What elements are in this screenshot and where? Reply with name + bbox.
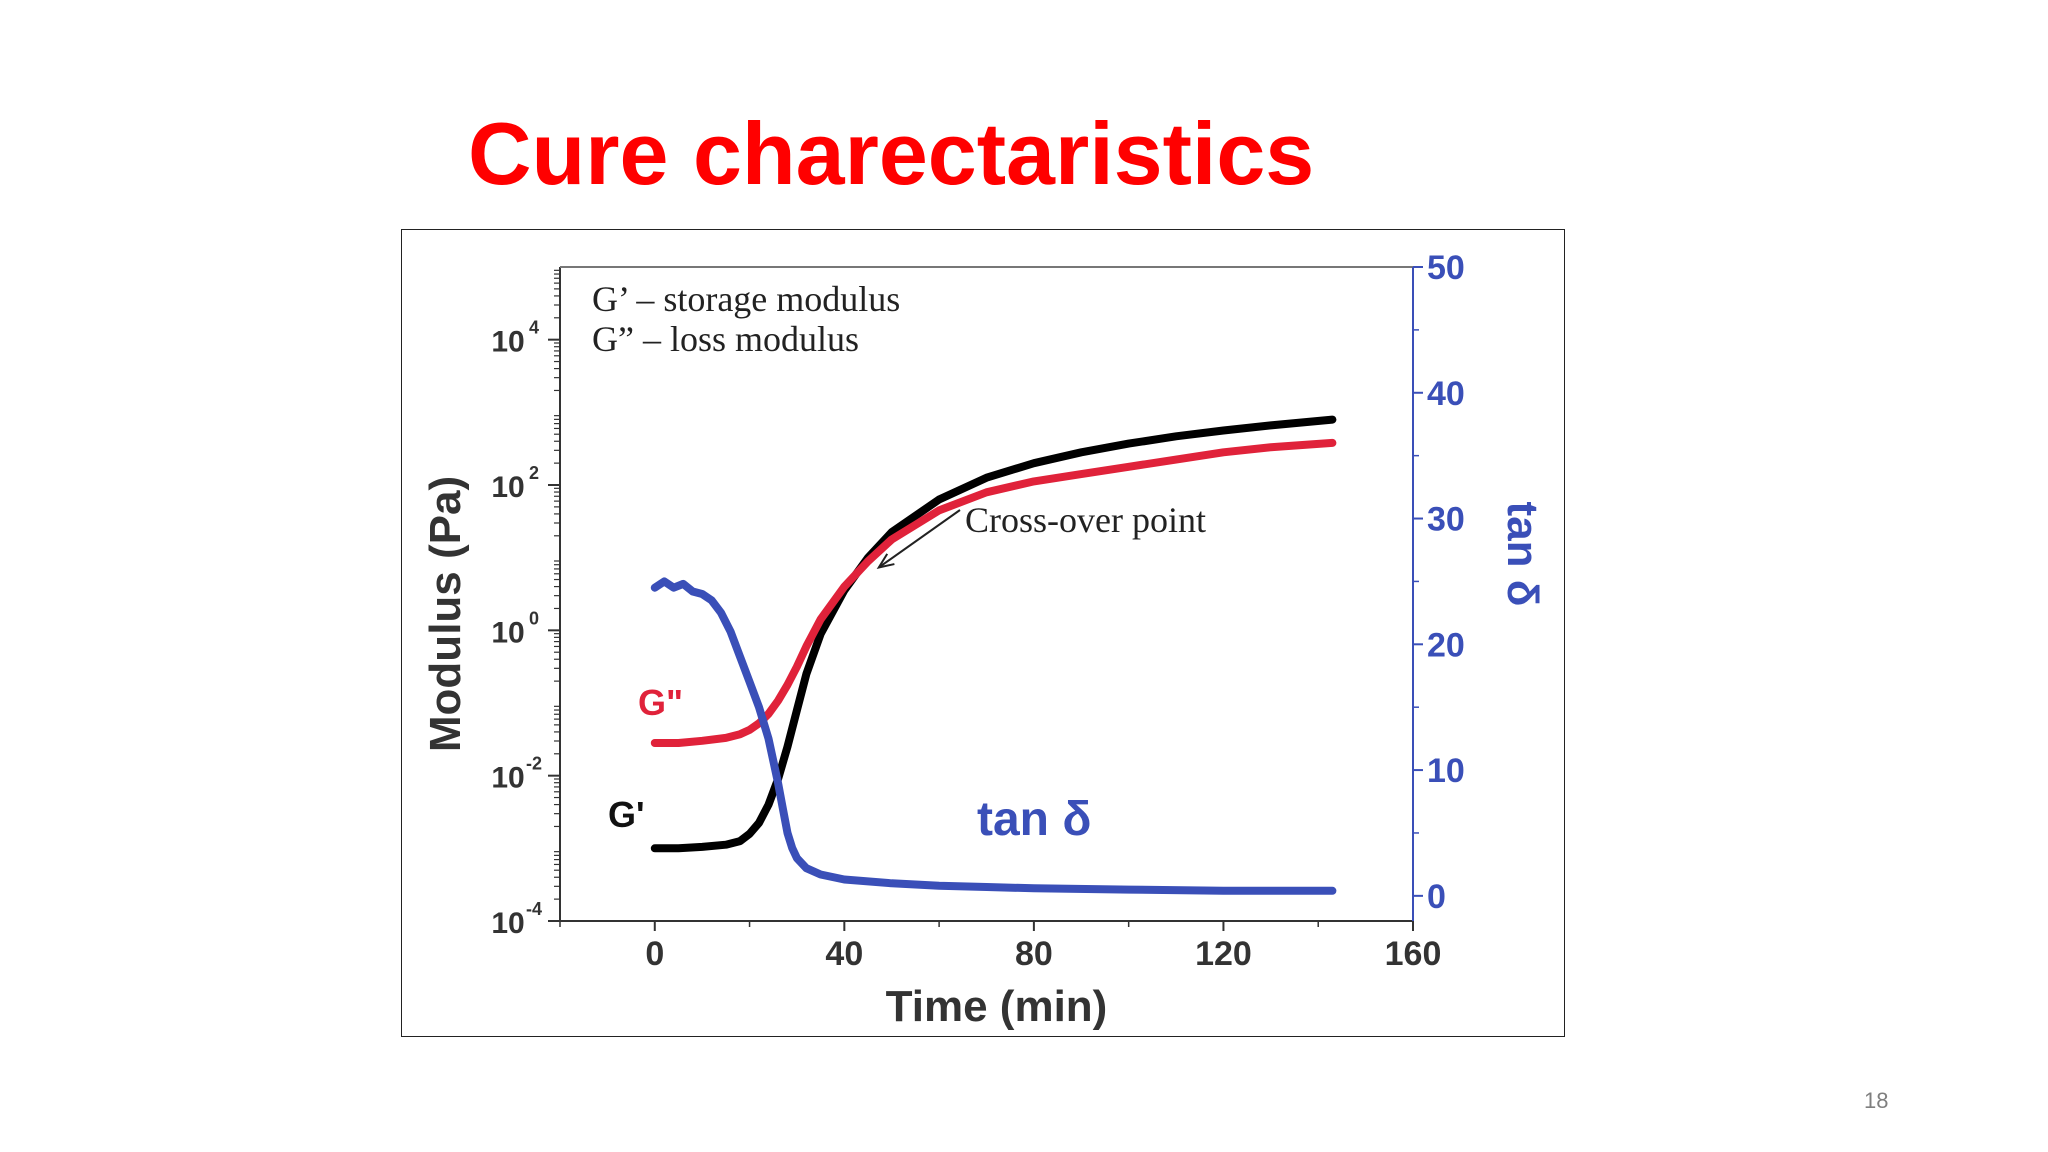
cross-over-arrow-head — [876, 553, 895, 569]
page-number: 18 — [1864, 1088, 1889, 1113]
x-tick-label: 120 — [1195, 935, 1252, 973]
x-tick-label: 40 — [825, 935, 863, 973]
y2-tick-label: 50 — [1427, 249, 1465, 287]
legend-line: G’ – storage modulus — [592, 279, 900, 319]
y2-tick-label: 10 — [1427, 752, 1465, 790]
g-double-prime-label: G" — [638, 682, 683, 723]
axes-layer — [548, 266, 1423, 931]
y-tick-label: 10 — [491, 326, 524, 359]
y-tick-label: 10 — [491, 907, 524, 940]
x-tick-label: 80 — [1015, 935, 1053, 973]
cross-over-annotation: Cross-over point — [965, 500, 1206, 540]
series-tan-delta — [650, 577, 1337, 895]
y-axis-title: Modulus (Pa) — [421, 476, 470, 752]
x-axis-title: Time (min) — [886, 982, 1108, 1031]
y-tick-exponent: 4 — [529, 318, 539, 338]
x-tick-label: 160 — [1385, 935, 1442, 973]
series-layer — [650, 415, 1337, 895]
g-prime-label: G' — [608, 794, 645, 835]
y-tick-label: 10 — [491, 471, 524, 504]
y-tick-exponent: -4 — [526, 899, 542, 919]
y2-tick-label: 20 — [1427, 626, 1465, 664]
y2-tick-label: 40 — [1427, 375, 1465, 413]
y2-tick-label: 0 — [1427, 878, 1446, 916]
cross-over-arrow-line — [878, 509, 961, 569]
chart-frame: 0 40 80 120 160 10 4 10 2 10 0 10 -2 10 -4 50 40 30 20 10 0 T… — [401, 229, 1565, 1037]
y-tick-label: 10 — [491, 616, 524, 649]
tan-delta-label: tan δ — [977, 793, 1091, 846]
series-g-prime — [650, 415, 1337, 853]
y-tick-exponent: 2 — [529, 463, 539, 483]
y2-axis-title: tan δ — [1498, 502, 1547, 607]
y-tick-exponent: -2 — [526, 754, 542, 774]
legend-line: G” – loss modulus — [592, 319, 859, 359]
y-tick-label: 10 — [491, 762, 524, 795]
slide-title: Cure charectaristics — [468, 104, 1315, 203]
y-tick-exponent: 0 — [529, 608, 539, 628]
y2-tick-label: 30 — [1427, 501, 1465, 539]
x-tick-label: 0 — [645, 935, 664, 973]
series-g-double-prime — [650, 438, 1337, 747]
